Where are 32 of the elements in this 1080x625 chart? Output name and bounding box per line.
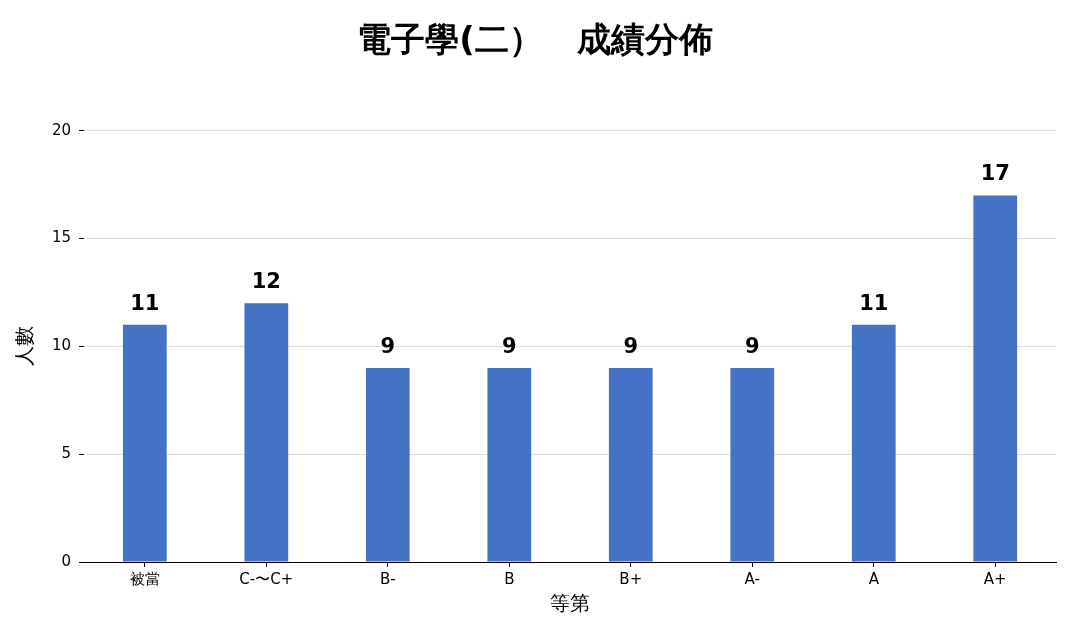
bar [973, 195, 1018, 562]
bar [365, 367, 410, 562]
x-tick-label: A [868, 569, 880, 588]
data-label: 9 [380, 333, 396, 358]
y-tick-label: 10 [51, 336, 72, 355]
x-tick-label: B [504, 569, 515, 588]
x-tick-label: A+ [983, 569, 1007, 588]
y-tick-label: 15 [51, 228, 72, 247]
bar [851, 324, 896, 562]
x-tick-label: B+ [619, 569, 643, 588]
data-label: 9 [623, 333, 639, 358]
x-tick-label: 被當 [129, 569, 160, 588]
data-label: 11 [130, 290, 160, 315]
y-tick-label: 20 [51, 120, 72, 139]
y-tick-label: 5 [61, 444, 72, 463]
data-label: 12 [251, 269, 281, 294]
x-tick-label: C-〜C+ [239, 569, 294, 588]
y-tick-label: 0 [61, 551, 72, 570]
bar [608, 367, 653, 562]
x-tick-label: A- [744, 569, 760, 588]
data-label: 11 [859, 290, 889, 315]
x-axis-title: 等第 [550, 591, 591, 616]
data-label: 17 [980, 161, 1010, 186]
bar [244, 303, 289, 562]
x-tick-label: B- [379, 569, 396, 588]
bar [730, 367, 775, 562]
chart-title: 電子學(二） 成績分佈 [357, 19, 713, 60]
data-label: 9 [501, 333, 517, 358]
bar [487, 367, 532, 562]
y-axis-title: 人數 [12, 326, 37, 367]
data-label: 9 [744, 333, 760, 358]
bar [122, 324, 167, 562]
